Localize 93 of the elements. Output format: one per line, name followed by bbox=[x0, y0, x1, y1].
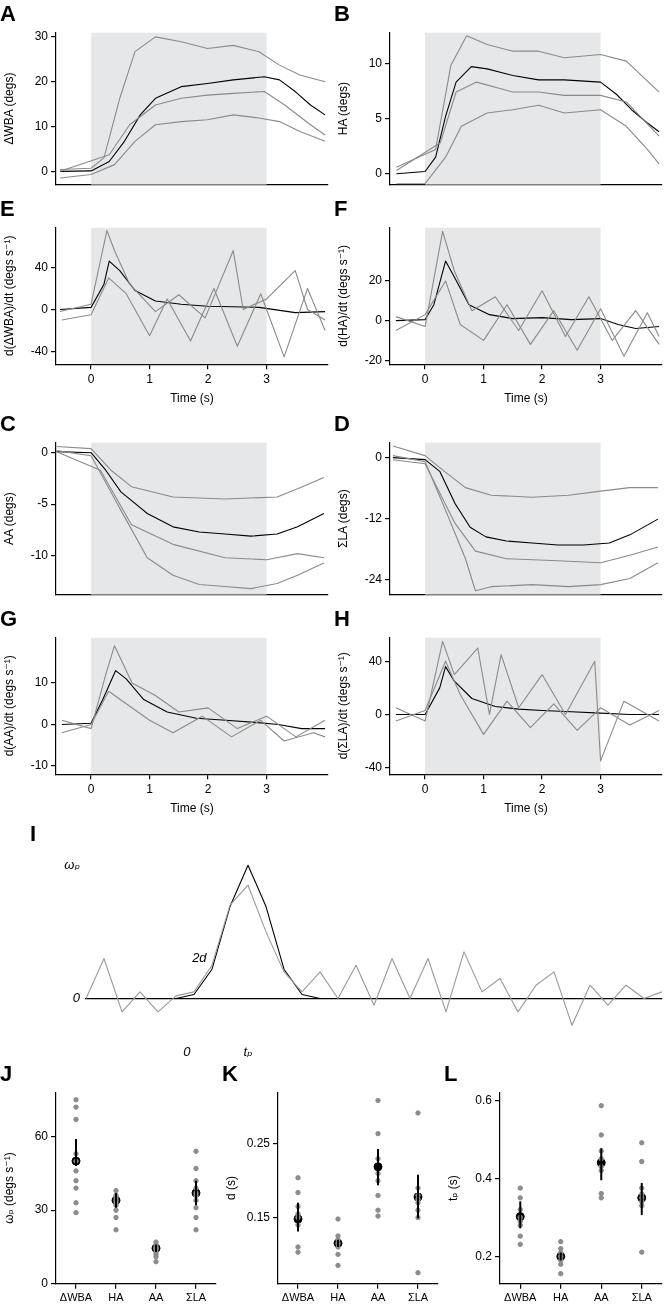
y-tick-label: -20 bbox=[364, 352, 383, 367]
chart-title: D bbox=[334, 411, 350, 437]
chart-title: I bbox=[30, 821, 37, 847]
x-tick-label: 0 bbox=[421, 781, 429, 796]
chart-title: G bbox=[0, 606, 18, 632]
x-tick-label: HA bbox=[108, 1291, 125, 1304]
chart-title: C bbox=[0, 411, 16, 437]
x-tick-label: 2 bbox=[204, 371, 212, 386]
x-tick-label: HA bbox=[330, 1291, 347, 1304]
y-tick-label: -40 bbox=[30, 343, 49, 358]
y-tick-label: 0 bbox=[41, 445, 49, 460]
x-tick-label: ΔWBA bbox=[504, 1291, 538, 1304]
y-axis-title: AA (degs) bbox=[1, 492, 16, 545]
y-tick-label: -10 bbox=[30, 758, 49, 773]
y-tick-label: 0.6 bbox=[475, 1092, 493, 1107]
y-tick-label: 10 bbox=[368, 55, 383, 70]
y-tick-label: 0 bbox=[41, 301, 49, 316]
text: 0 bbox=[72, 990, 81, 1006]
y-tick-label: 0.2 bbox=[475, 1248, 493, 1263]
x-tick-label: AA bbox=[370, 1291, 386, 1304]
y-axis-title: d(HA)/dt (degs s⁻¹) bbox=[335, 244, 350, 347]
x-axis-title: Time (s) bbox=[170, 391, 214, 406]
y-tick-label: 60 bbox=[34, 1128, 49, 1143]
y-tick-label: 0 bbox=[41, 1276, 49, 1291]
x-tick-label: 3 bbox=[263, 781, 271, 796]
x-tick-label: ΣLA bbox=[631, 1291, 653, 1304]
y-tick-label: 0 bbox=[375, 449, 383, 464]
x-tick-label: 2 bbox=[538, 781, 546, 796]
y-axis-title: ΔWBA (degs) bbox=[1, 72, 16, 145]
y-tick-label: -5 bbox=[37, 496, 49, 511]
y-tick-label: -12 bbox=[364, 510, 383, 525]
y-tick-label: 0 bbox=[375, 706, 383, 721]
chart-title: B bbox=[334, 1, 350, 27]
y-axis-title: d(ΔWBA)/dt (degs s⁻¹) bbox=[1, 235, 16, 356]
y-tick-label: 0.4 bbox=[475, 1170, 493, 1185]
x-tick-label: AA bbox=[593, 1291, 610, 1304]
chart-title: L bbox=[444, 1061, 458, 1087]
x-tick-label: 0 bbox=[87, 371, 95, 386]
chart-title: A bbox=[0, 1, 16, 27]
y-tick-label: 20 bbox=[34, 74, 49, 89]
chart-title: E bbox=[0, 196, 15, 222]
x-tick-label: 1 bbox=[480, 781, 488, 796]
y-tick-label: -10 bbox=[30, 547, 49, 562]
text: tₚ bbox=[243, 1043, 254, 1059]
chart-title: J bbox=[0, 1061, 13, 1087]
x-tick-label: 0 bbox=[87, 781, 95, 796]
x-tick-label: ΔWBA bbox=[281, 1291, 315, 1304]
y-tick-label: 0.25 bbox=[246, 1136, 271, 1151]
y-tick-label: 30 bbox=[34, 1202, 49, 1217]
chart-title: K bbox=[222, 1061, 238, 1087]
y-tick-label: 0 bbox=[41, 716, 49, 731]
y-tick-label: 10 bbox=[34, 118, 49, 133]
y-axis-title: d(ΣLA)/dt (degs s⁻¹) bbox=[335, 652, 350, 760]
y-tick-label: 20 bbox=[368, 273, 383, 288]
x-tick-label: ΣLA bbox=[407, 1291, 429, 1304]
y-tick-label: 40 bbox=[368, 653, 383, 668]
x-tick-label: 0 bbox=[421, 371, 429, 386]
chart-title: H bbox=[334, 606, 350, 632]
y-tick-label: 10 bbox=[34, 675, 49, 690]
y-tick-label: 30 bbox=[34, 29, 49, 44]
y-axis-title: d(AA)/dt (degs s⁻¹) bbox=[1, 655, 16, 757]
annotation: 2d bbox=[191, 950, 208, 966]
y-tick-label: -24 bbox=[364, 571, 383, 586]
y-tick-label: 5 bbox=[375, 110, 383, 125]
y-tick-label: 40 bbox=[34, 259, 49, 274]
x-axis-title: Time (s) bbox=[170, 801, 214, 816]
text: ωₚ bbox=[64, 856, 81, 872]
x-tick-label: 2 bbox=[538, 371, 546, 386]
y-axis-title: d (s) bbox=[223, 1176, 238, 1201]
y-tick-label: -40 bbox=[364, 759, 383, 774]
text: 0 bbox=[183, 1043, 192, 1059]
chart-title: F bbox=[334, 196, 348, 222]
y-axis-title: ΣLA (degs) bbox=[335, 489, 350, 548]
x-tick-label: 1 bbox=[146, 371, 154, 386]
y-axis-title: ωₚ (degs s⁻¹) bbox=[1, 1152, 16, 1224]
x-tick-label: 1 bbox=[146, 781, 154, 796]
y-tick-label: 0 bbox=[41, 163, 49, 178]
x-tick-label: 1 bbox=[480, 371, 488, 386]
x-tick-label: 3 bbox=[263, 371, 271, 386]
x-tick-label: 3 bbox=[597, 781, 605, 796]
y-axis-title: tₚ (s) bbox=[445, 1175, 460, 1202]
y-tick-label: 0.15 bbox=[246, 1209, 271, 1224]
y-axis-title: HA (degs) bbox=[335, 81, 350, 136]
x-tick-label: HA bbox=[553, 1291, 570, 1304]
y-tick-label: 0 bbox=[375, 312, 383, 327]
x-tick-label: 3 bbox=[597, 371, 605, 386]
x-axis-title: Time (s) bbox=[504, 801, 548, 816]
y-tick-label: 0 bbox=[375, 166, 383, 181]
x-axis-title: Time (s) bbox=[504, 391, 548, 406]
x-tick-label: 2 bbox=[204, 781, 212, 796]
x-tick-label: ΔWBA bbox=[59, 1291, 93, 1304]
x-tick-label: AA bbox=[148, 1291, 164, 1304]
x-tick-label: ΣLA bbox=[185, 1291, 207, 1304]
